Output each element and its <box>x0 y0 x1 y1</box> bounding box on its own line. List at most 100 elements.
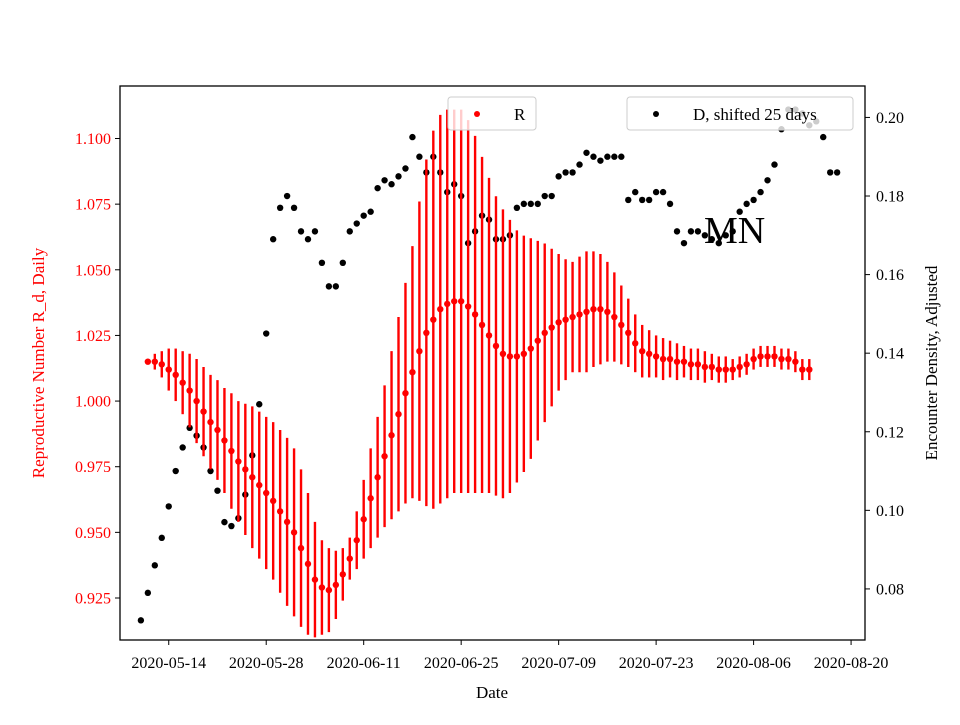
d-point <box>576 161 583 168</box>
x-tick-label: 2020-06-11 <box>327 655 401 672</box>
d-point <box>680 239 688 247</box>
r-point <box>263 489 270 497</box>
d-point <box>638 196 646 204</box>
r-point <box>576 311 583 318</box>
d-point <box>632 188 639 196</box>
r-point <box>318 584 326 591</box>
r-point <box>437 305 444 313</box>
r-point <box>353 537 360 544</box>
y-left-tick-label: 1.100 <box>75 131 111 148</box>
r-point <box>172 371 179 379</box>
d-point <box>548 192 555 200</box>
d-point <box>214 487 221 494</box>
r-point <box>618 321 625 329</box>
d-point <box>339 259 347 267</box>
r-point <box>666 355 674 363</box>
legend-d-label: D, shifted 25 days <box>693 105 817 124</box>
d-point <box>611 153 618 160</box>
d-point <box>353 220 360 227</box>
r-point <box>632 340 639 347</box>
d-point <box>590 153 597 160</box>
d-point <box>144 589 152 597</box>
y-left-tick-label: 1.025 <box>75 328 111 345</box>
r-point <box>569 313 576 321</box>
r-point <box>736 363 743 371</box>
r-point <box>562 316 569 323</box>
r-point <box>708 363 716 371</box>
y-right-tick-label: 0.20 <box>876 110 904 127</box>
y-left-axis-title: Reproductive Number R_d, Daily <box>29 247 48 478</box>
d-point <box>583 149 590 156</box>
d-point <box>708 236 716 243</box>
y-right-tick-label: 0.10 <box>876 503 904 520</box>
y-left-axis-ticks: 0.925 0.950 0.975 1.000 1.025 1.050 1.075 1.100 <box>75 131 120 607</box>
d-point <box>374 184 381 192</box>
r-point <box>541 329 548 337</box>
d-point <box>729 228 736 235</box>
r-point <box>492 342 500 350</box>
d-point <box>151 562 159 569</box>
r-point <box>249 474 256 481</box>
r-point <box>506 353 514 360</box>
d-point <box>757 188 764 196</box>
r-point <box>325 586 333 594</box>
d-point <box>360 212 367 219</box>
x-tick-label: 2020-08-20 <box>814 655 889 672</box>
r-point <box>200 408 207 415</box>
r-point <box>179 379 186 386</box>
legend-r-marker <box>474 111 480 117</box>
r-point <box>269 497 277 505</box>
r-point <box>235 458 242 465</box>
d-point <box>269 236 277 243</box>
r-point <box>430 316 437 323</box>
legend-r-box <box>447 96 537 131</box>
r-point <box>764 353 771 360</box>
r-point <box>659 355 667 363</box>
d-point <box>207 467 214 475</box>
r-point <box>423 329 430 337</box>
r-point <box>722 366 729 373</box>
d-point <box>325 283 333 290</box>
d-point <box>659 188 667 196</box>
d-point <box>743 200 750 208</box>
d-point <box>527 200 534 208</box>
d-point <box>409 133 416 141</box>
r-point <box>304 560 312 568</box>
r-point <box>381 453 388 460</box>
d-point <box>158 534 165 542</box>
r-point <box>478 321 486 329</box>
d-point <box>687 228 695 235</box>
r-point <box>311 576 319 583</box>
y-left-tick-label: 1.075 <box>75 197 111 214</box>
legend-d-marker <box>653 111 659 117</box>
d-point <box>764 177 771 184</box>
legend-d-box <box>626 96 854 131</box>
r-point <box>729 366 736 373</box>
r-point <box>471 311 479 318</box>
r-point <box>297 544 305 552</box>
r-point <box>680 358 688 365</box>
r-point <box>743 361 750 368</box>
d-point <box>186 424 193 432</box>
plot-frame <box>119 85 866 641</box>
r-point <box>673 358 681 365</box>
r-point <box>513 353 521 360</box>
d-point <box>297 228 305 235</box>
d-point <box>332 283 340 290</box>
r-point <box>604 308 611 316</box>
r-point <box>214 426 221 434</box>
x-tick-label: 2020-07-23 <box>619 655 694 672</box>
d-point <box>666 200 674 208</box>
d-point <box>826 169 834 176</box>
r-point <box>485 332 493 339</box>
r-point <box>806 366 813 373</box>
d-point <box>311 228 319 235</box>
d-point <box>513 204 521 212</box>
r-point <box>792 358 799 365</box>
r-point <box>583 308 590 316</box>
y-right-tick-label: 0.14 <box>876 346 904 363</box>
x-tick-label: 2020-05-14 <box>131 655 206 672</box>
d-series <box>137 106 841 624</box>
d-point <box>625 196 632 204</box>
annotation-label: MN <box>704 210 765 252</box>
